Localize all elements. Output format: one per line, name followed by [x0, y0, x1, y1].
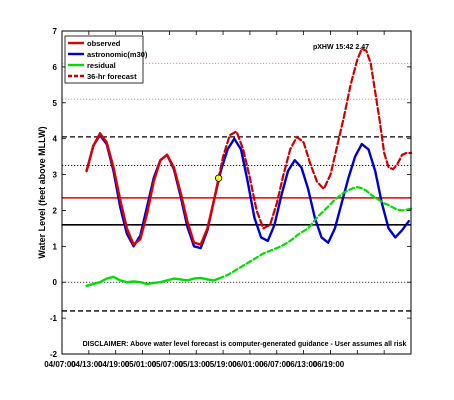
series-line-residual-forecast — [217, 186, 413, 280]
y-tick-label: 4 — [53, 135, 58, 144]
x-axis-ticks: 04/07:0004/13:0004/19:0005/01:0005/07:00… — [44, 31, 385, 369]
x-tick-label: 06/19:00 — [313, 360, 345, 369]
y-axis-ticks: -2 -1 0 1 2 3 4 5 6 7 — [50, 27, 411, 359]
x-tick-label: 04/07:00 — [44, 360, 76, 369]
y-tick-label: 2 — [53, 206, 58, 215]
y-tick-label: 3 — [53, 171, 58, 180]
x-tick-label: 05/13:00 — [178, 360, 210, 369]
y-tick-label: 5 — [53, 99, 58, 108]
series-line-observed — [85, 132, 220, 246]
series-line-36-hr-forecast — [217, 47, 413, 230]
y-tick-label: 7 — [53, 27, 58, 36]
x-tick-label: 05/01:00 — [125, 360, 157, 369]
series-line-residual — [85, 275, 220, 287]
y-axis-label: Water Level (feet above MLLW) — [37, 126, 47, 258]
disclaimer-text: DISCLAIMER: Above water level forecast i… — [83, 341, 407, 348]
x-tick-label: 06/01:00 — [232, 360, 264, 369]
legend-label: observed — [87, 39, 121, 48]
y-tick-label: 1 — [53, 242, 58, 251]
x-tick-label: 04/13:00 — [71, 360, 103, 369]
series-layer — [85, 47, 413, 287]
x-tick-label: 04/19:00 — [98, 360, 130, 369]
legend-label: 36-hr forecast — [87, 72, 137, 81]
legend: observed astronomic(m30) residual 36-hr for… — [64, 35, 148, 84]
station-annotation: pXHW 15:42 2.47 — [313, 44, 369, 51]
legend-label: residual — [87, 61, 116, 70]
x-tick-label: 06/13:00 — [286, 360, 318, 369]
y-tick-label: 0 — [53, 278, 58, 287]
x-tick-label: 05/19:00 — [205, 360, 237, 369]
y-tick-label: -2 — [50, 350, 58, 359]
x-tick-label: 06/07:00 — [259, 360, 291, 369]
y-tick-label: 6 — [53, 63, 58, 72]
x-tick-label: 05/07:00 — [152, 360, 184, 369]
plot-frame — [61, 30, 412, 355]
legend-label: astronomic(m30) — [87, 50, 148, 59]
current-point-marker — [215, 174, 223, 182]
y-tick-label: -1 — [50, 314, 58, 323]
